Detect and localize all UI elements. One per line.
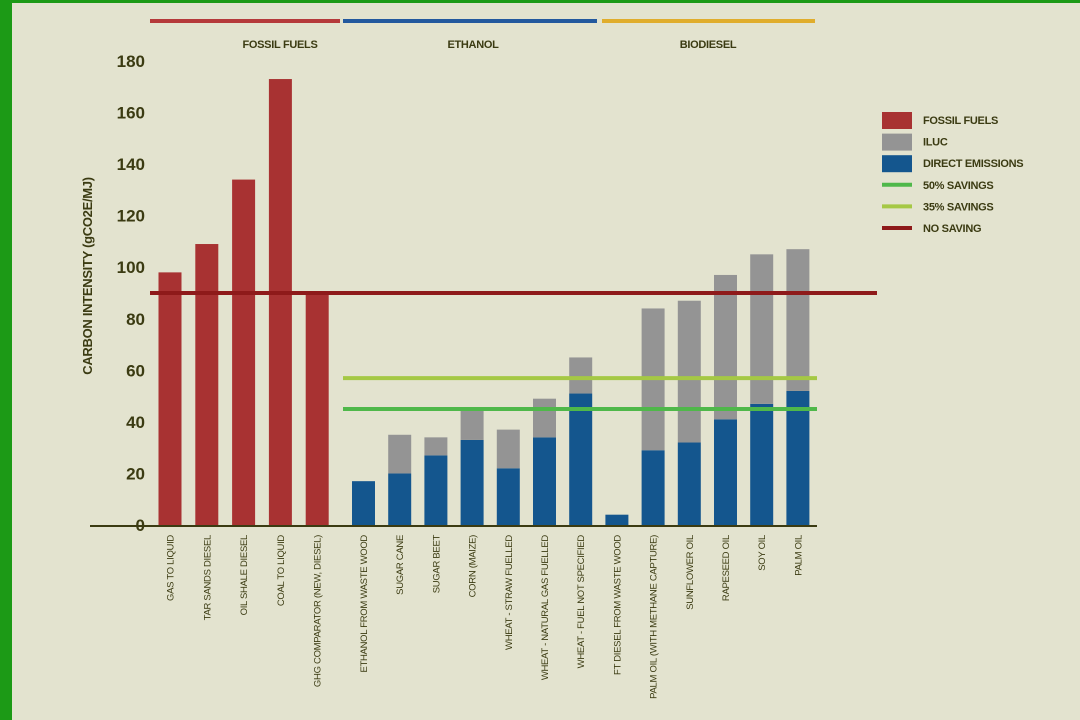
bar-fossil-fuels: [158, 272, 182, 525]
x-axis: GAS TO LIQUID TAR SANDS DIESEL OIL SHALE D…: [90, 525, 817, 699]
x-tick-label: ETHANOL FROM WASTE WOOD: [359, 535, 370, 673]
y-tick-label: 80: [126, 310, 145, 329]
bar-fossil-fuels: [268, 79, 292, 526]
x-tick-label: SUGAR BEET: [431, 535, 442, 594]
bar-fossil-fuels: [232, 179, 256, 526]
group-header-label: FOSSIL FUELS: [242, 39, 317, 51]
x-tick-label: SUGAR CANE: [395, 535, 406, 595]
bar-iluc: [424, 437, 448, 456]
x-tick-label: FT DIESEL FROM WASTE WOOD: [612, 535, 623, 675]
x-tick-label: RAPESEED OIL: [721, 535, 732, 601]
legend-swatch: [882, 112, 912, 129]
x-tick-label: CORN (MAIZE): [468, 535, 479, 598]
y-axis: 020406080100120140160180CARBON INTENSITY…: [80, 52, 145, 535]
x-tick-label: WHEAT - NATURAL GAS FUELLED: [540, 535, 551, 681]
x-tick-label: SOY OIL: [757, 535, 768, 571]
y-tick-label: 20: [126, 464, 145, 483]
reference-lines: [150, 291, 877, 411]
y-tick-label: 60: [126, 361, 145, 380]
legend-label: FOSSIL FUELS: [923, 115, 998, 127]
bar-direct-emissions: [460, 439, 484, 525]
bar-fossil-fuels: [195, 244, 219, 525]
legend-swatch: [882, 155, 912, 173]
y-tick-label: 160: [117, 104, 145, 123]
x-tick-label: PALM OIL: [793, 535, 804, 576]
x-tick-label: OIL SHALE DIESEL: [239, 535, 250, 615]
bar-direct-emissions: [352, 481, 375, 525]
legend-swatch: [882, 133, 912, 151]
x-tick-label: GAS TO LIQUID: [166, 535, 177, 601]
y-tick-label: 120: [117, 207, 145, 226]
bar-iluc: [569, 357, 593, 394]
y-tick-label: 140: [117, 155, 145, 174]
group-header-label: ETHANOL: [447, 39, 499, 51]
bar-iluc: [677, 300, 701, 443]
bar-direct-emissions: [424, 455, 448, 525]
bar-fossil-fuels: [305, 293, 329, 525]
x-tick-label: GHG COMPARATOR (NEW, DIESEL): [313, 535, 324, 687]
x-tick-label: COAL TO LIQUID: [276, 535, 287, 607]
legend-label: 35% SAVINGS: [923, 201, 993, 213]
bar-direct-emissions: [388, 473, 412, 525]
bars: [158, 79, 810, 526]
legend-label: ILUC: [923, 137, 948, 149]
bar-direct-emissions: [496, 468, 520, 525]
bar-iluc: [533, 398, 556, 438]
bar-iluc: [460, 409, 484, 440]
bar-iluc: [496, 429, 520, 469]
bar-direct-emissions: [641, 450, 665, 525]
bar-iluc: [714, 274, 737, 420]
legend-label: NO SAVING: [923, 223, 981, 235]
x-tick-label: PALM OIL (WITH METHANE CAPTURE): [649, 535, 660, 699]
bar-direct-emissions: [786, 390, 810, 525]
y-tick-label: 40: [126, 413, 145, 432]
bar-direct-emissions: [605, 514, 629, 525]
bar-iluc: [786, 249, 810, 391]
background-strip: [12, 0, 915, 3]
bar-direct-emissions: [750, 403, 774, 525]
bar-iluc: [388, 434, 412, 474]
legend: FOSSIL FUELS ILUC DIRECT EMISSIONS 50% SAVI…: [882, 112, 1024, 235]
group-headers: FOSSIL FUELS ETHANOL BIODIESEL: [150, 19, 815, 51]
bar-iluc: [750, 254, 774, 404]
x-tick-label: SUNFLOWER OIL: [685, 535, 696, 610]
bar-direct-emissions: [714, 419, 737, 525]
x-tick-label: WHEAT - STRAW FUELLED: [504, 535, 515, 650]
y-tick-label: 180: [117, 52, 145, 71]
y-tick-label: 100: [117, 258, 145, 277]
group-header-label: BIODIESEL: [680, 39, 737, 51]
legend-label: DIRECT EMISSIONS: [923, 158, 1023, 170]
bar-direct-emissions: [677, 442, 701, 525]
x-tick-label: WHEAT - FUEL NOT SPECIFIED: [576, 535, 587, 669]
bar-direct-emissions: [569, 393, 593, 525]
x-tick-label: TAR SANDS DIESEL: [202, 535, 213, 620]
legend-label: 50% SAVINGS: [923, 180, 993, 192]
bar-direct-emissions: [533, 437, 556, 525]
y-axis-label: CARBON INTENSITY (gCO2E/MJ): [80, 177, 95, 375]
